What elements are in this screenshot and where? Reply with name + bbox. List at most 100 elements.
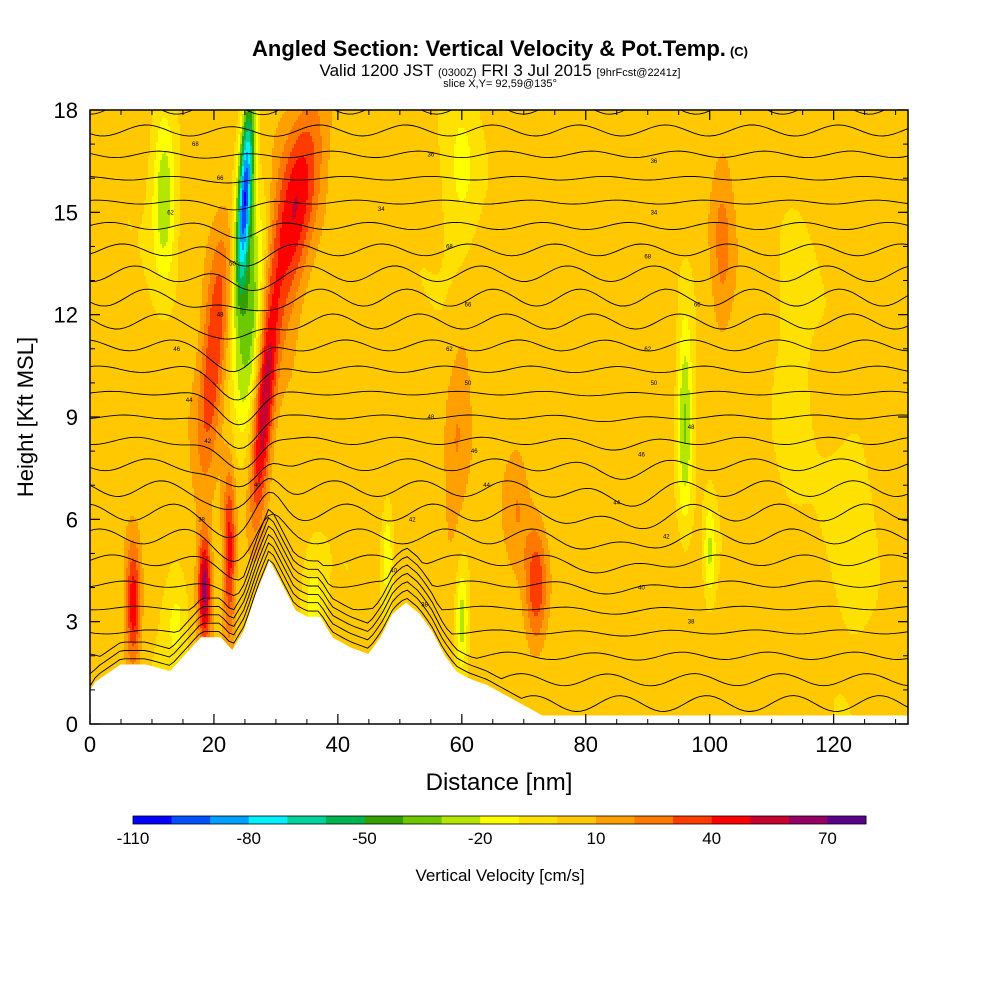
velocity-cell xyxy=(284,174,291,177)
velocity-cell xyxy=(312,206,319,209)
velocity-cell xyxy=(258,194,265,197)
velocity-cell xyxy=(696,326,719,329)
velocity-cell xyxy=(248,254,251,257)
velocity-cell xyxy=(438,122,483,125)
velocity-cell xyxy=(260,140,275,143)
velocity-cell xyxy=(290,176,309,179)
velocity-cell xyxy=(692,272,711,275)
velocity-cell xyxy=(818,260,908,263)
velocity-cell xyxy=(234,294,237,297)
velocity-cell xyxy=(444,212,483,215)
velocity-cell xyxy=(476,226,709,229)
velocity-cell xyxy=(174,192,181,195)
velocity-cell xyxy=(168,238,175,241)
velocity-cell xyxy=(232,186,235,189)
velocity-cell xyxy=(728,260,739,263)
velocity-cell xyxy=(146,192,155,195)
velocity-cell xyxy=(212,262,227,265)
velocity-cell xyxy=(262,274,265,277)
velocity-cell xyxy=(242,356,251,359)
velocity-cell xyxy=(260,284,265,287)
velocity-cell xyxy=(234,236,237,239)
velocity-cell xyxy=(254,188,257,191)
velocity-cell xyxy=(234,152,239,155)
velocity-cell xyxy=(254,248,259,251)
velocity-cell xyxy=(676,320,683,323)
velocity-cell xyxy=(232,198,235,201)
velocity-cell xyxy=(422,284,451,287)
velocity-cell xyxy=(688,362,693,365)
velocity-cell xyxy=(154,250,173,253)
velocity-cell xyxy=(330,154,441,157)
velocity-cell xyxy=(174,240,179,243)
velocity-cell xyxy=(138,230,155,233)
velocity-cell xyxy=(466,256,711,259)
velocity-cell xyxy=(812,336,908,339)
velocity-cell xyxy=(208,334,223,337)
velocity-cell xyxy=(708,228,717,231)
velocity-cell xyxy=(240,218,243,221)
velocity-cell xyxy=(236,368,253,371)
velocity-cell xyxy=(170,262,179,265)
velocity-cell xyxy=(816,256,908,259)
velocity-cell xyxy=(254,140,257,143)
velocity-cell xyxy=(272,300,279,303)
chart-subtitle: Valid 1200 JST (0300Z) FRI 3 Jul 2015 [9… xyxy=(0,61,1000,81)
velocity-cell xyxy=(258,322,261,325)
velocity-cell xyxy=(780,322,819,325)
velocity-cell xyxy=(304,156,315,159)
velocity-cell xyxy=(240,290,245,293)
velocity-cell xyxy=(242,174,245,177)
velocity-cell xyxy=(676,344,681,347)
velocity-cell xyxy=(810,356,908,359)
velocity-cell xyxy=(254,182,257,185)
velocity-cell xyxy=(328,166,441,169)
velocity-cell xyxy=(208,346,221,349)
velocity-cell xyxy=(248,180,251,183)
velocity-cell xyxy=(264,186,271,189)
velocity-cell xyxy=(240,210,243,213)
velocity-cell xyxy=(252,128,255,131)
velocity-cell xyxy=(212,298,223,301)
velocity-cell xyxy=(216,280,223,283)
velocity-cell xyxy=(158,198,171,201)
velocity-cell xyxy=(270,280,277,283)
velocity-cell xyxy=(786,212,801,215)
velocity-cell xyxy=(260,130,277,133)
velocity-cell xyxy=(268,240,273,243)
velocity-cell xyxy=(278,124,295,127)
velocity-cell xyxy=(276,336,281,339)
velocity-cell xyxy=(292,172,309,175)
velocity-cell xyxy=(442,206,483,209)
velocity-cell xyxy=(262,340,265,343)
velocity-cell xyxy=(90,202,145,205)
velocity-cell xyxy=(438,130,459,133)
velocity-cell xyxy=(314,170,321,173)
velocity-cell xyxy=(326,212,445,215)
velocity-cell xyxy=(304,298,429,301)
velocity-cell xyxy=(266,214,271,217)
velocity-cell xyxy=(734,204,908,207)
velocity-cell xyxy=(208,300,213,303)
velocity-cell xyxy=(208,332,223,335)
velocity-cell xyxy=(180,208,219,211)
velocity-cell xyxy=(244,182,249,185)
velocity-cell xyxy=(232,334,237,337)
velocity-cell xyxy=(246,196,249,199)
velocity-cell xyxy=(262,338,265,341)
velocity-cell xyxy=(824,308,908,311)
velocity-cell xyxy=(170,186,175,189)
velocity-cell xyxy=(172,148,181,151)
velocity-cell xyxy=(258,264,263,267)
velocity-cell xyxy=(232,340,237,343)
velocity-cell xyxy=(232,180,237,183)
velocity-cell xyxy=(728,166,908,169)
velocity-cell xyxy=(710,194,735,197)
velocity-cell xyxy=(266,278,269,281)
velocity-cell xyxy=(264,356,267,359)
velocity-cell xyxy=(254,110,257,113)
velocity-cell xyxy=(256,148,259,151)
velocity-cell xyxy=(200,312,207,315)
velocity-cell xyxy=(236,170,239,173)
velocity-cell xyxy=(322,230,445,233)
